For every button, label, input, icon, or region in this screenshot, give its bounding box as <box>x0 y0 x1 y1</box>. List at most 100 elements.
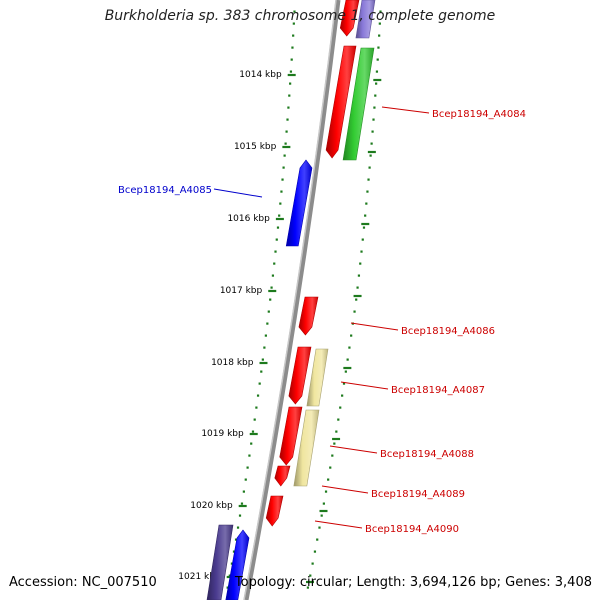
genome-backbone <box>243 0 341 600</box>
outer-dot <box>371 130 374 133</box>
gene-label: Bcep18194_A4090 <box>365 524 459 535</box>
yellow-feature <box>293 409 320 487</box>
outer-dot <box>335 430 338 433</box>
inner-dot <box>240 502 244 505</box>
gene-label: Bcep18194_A4088 <box>380 449 474 460</box>
outer-dot <box>318 526 321 529</box>
outer-dot <box>348 346 351 349</box>
outer-dot <box>374 94 377 97</box>
tick-label: 1016 kbp <box>227 214 270 224</box>
outer-dot <box>344 370 347 373</box>
red-feature <box>325 45 357 159</box>
inner-dot <box>283 154 286 157</box>
tick-label: 1017 kbp <box>220 286 263 296</box>
outer-dot <box>368 166 371 169</box>
outer-dot <box>316 538 319 541</box>
inner-dot <box>263 346 266 349</box>
red-feature <box>288 346 312 405</box>
inner-dot <box>253 418 256 421</box>
inner-dot <box>286 118 289 121</box>
outer-dot <box>375 70 379 73</box>
outer-dot <box>367 178 370 181</box>
inner-dot <box>281 178 284 181</box>
gene-label: Bcep18194_A4089 <box>371 489 465 500</box>
inner-dot <box>271 274 275 277</box>
inner-dot <box>292 34 295 37</box>
inner-dot <box>275 238 278 241</box>
outer-dot <box>337 418 340 421</box>
inner-dot <box>270 286 273 289</box>
gene-leader-line <box>340 381 389 390</box>
outer-dot <box>372 118 375 121</box>
outer-dot <box>362 226 366 229</box>
outer-dot <box>350 334 353 337</box>
outer-dot <box>365 202 368 205</box>
inner-dot <box>261 358 264 361</box>
outer-dot <box>306 586 310 589</box>
inner-dot <box>248 454 251 457</box>
inner-dot <box>280 190 283 193</box>
tick-label: 1020 kbp <box>190 501 233 511</box>
outer-dot <box>359 262 362 265</box>
outer-dot <box>369 154 372 157</box>
inner-dot <box>238 514 242 517</box>
genome-title: Burkholderia sp. 383 chromosome 1, compl… <box>104 8 496 24</box>
gene-leader-line <box>321 485 369 494</box>
inner-dot <box>267 310 270 313</box>
outer-dot <box>378 22 381 25</box>
inner-dot <box>236 526 240 529</box>
inner-dot <box>288 94 291 97</box>
outer-dot <box>377 46 380 49</box>
inner-dot <box>251 430 255 433</box>
inner-dot <box>244 478 247 481</box>
outer-dot <box>379 10 382 13</box>
outer-dot <box>346 358 349 361</box>
outer-dot <box>356 286 359 289</box>
gene-label: Bcep18194_A4085 <box>118 185 212 196</box>
genome-backbone-highlight <box>243 0 337 600</box>
outer-dot <box>360 250 363 253</box>
inner-dot <box>258 382 261 385</box>
outer-dot <box>364 214 367 217</box>
inner-dot <box>276 226 280 229</box>
inner-dot <box>284 142 287 145</box>
outer-dot <box>333 442 336 445</box>
outer-dot <box>357 274 361 277</box>
outer-dot <box>355 298 358 301</box>
inner-dot <box>226 586 229 589</box>
outer-dot <box>341 394 344 397</box>
inner-dot <box>274 250 277 253</box>
yellow-feature <box>306 348 329 407</box>
tick-label: 1015 kbp <box>234 142 277 152</box>
gene-leader-line <box>213 188 263 198</box>
gene-label: Bcep18194_A4086 <box>401 326 495 337</box>
outer-dot <box>322 502 325 505</box>
purple-feature <box>206 524 234 600</box>
outer-dot <box>373 106 376 109</box>
inner-dot <box>285 130 288 133</box>
inner-dot <box>255 406 258 409</box>
red-feature <box>298 296 319 336</box>
outer-dot <box>329 466 332 469</box>
outer-dot <box>378 34 381 37</box>
lavender-feature <box>355 0 376 39</box>
inner-dot <box>256 394 260 397</box>
red-feature <box>274 465 291 487</box>
inner-dot <box>278 214 281 217</box>
tick-label: 1019 kbp <box>201 429 244 439</box>
outer-dot <box>375 82 378 85</box>
inner-dot <box>293 10 296 13</box>
red-feature <box>265 495 284 527</box>
inner-dot <box>287 106 290 109</box>
inner-dot <box>242 490 245 493</box>
outer-dot <box>313 550 317 553</box>
outer-dot <box>353 310 356 313</box>
outer-dot <box>376 58 379 61</box>
outer-dot <box>370 142 373 145</box>
inner-dot <box>290 58 293 61</box>
blue-feature <box>225 529 250 600</box>
outer-dot <box>361 238 364 241</box>
gene-leader-line <box>329 445 378 454</box>
gene-label: Bcep18194_A4087 <box>391 385 485 396</box>
